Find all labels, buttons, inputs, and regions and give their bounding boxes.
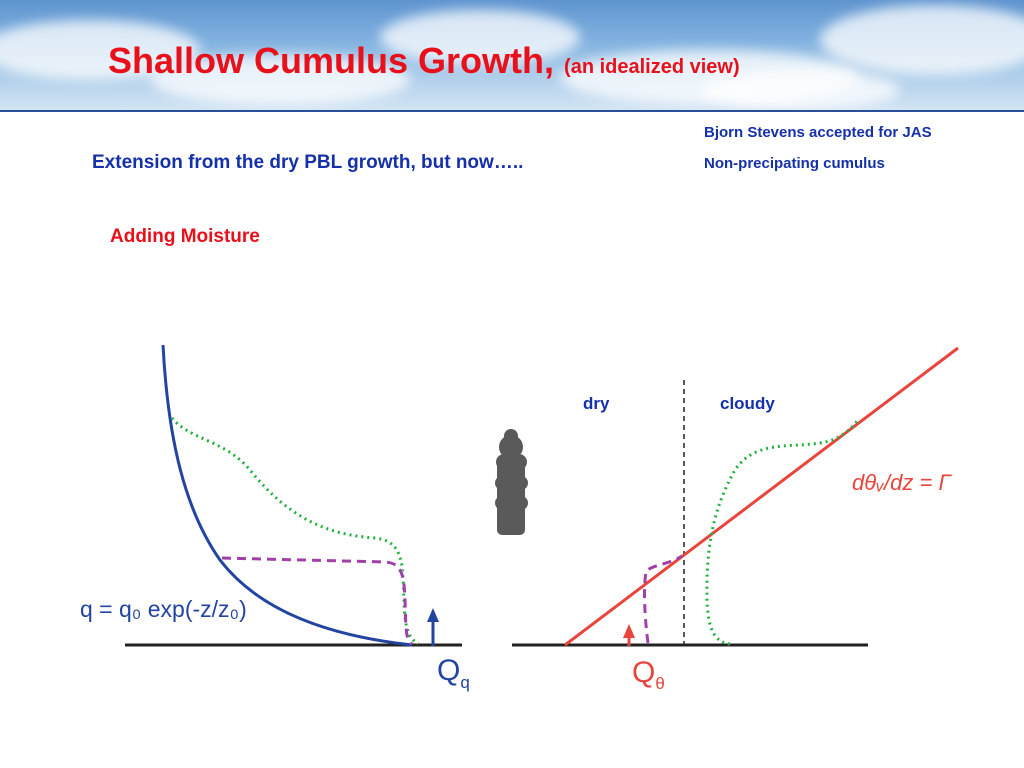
right-flux-label-sub: θ (655, 674, 664, 693)
cumulus-type-note: Non-precipating cumulus (704, 155, 885, 172)
right-flux-arrowhead (623, 624, 635, 638)
right-green-dotted-profile (705, 419, 860, 646)
moisture-equation: q = q₀ exp(-z/z₀) (80, 596, 247, 622)
left-flux-label: Qq (437, 654, 470, 692)
header-divider (0, 110, 1024, 112)
header-sky-banner (0, 0, 1024, 110)
slide-title-main: Shallow Cumulus Growth, (108, 40, 555, 81)
right-flux-label: Qθ (632, 656, 665, 693)
cumulus-cloud-icon (495, 429, 528, 535)
left-purple-dashed-profile (221, 556, 413, 646)
dry-label: dry (583, 394, 610, 413)
slide-title: Shallow Cumulus Growth, (an idealized vi… (108, 40, 740, 82)
subtitle: Extension from the dry PBL growth, but n… (92, 152, 524, 173)
right-flux-label-main: Q (632, 656, 655, 689)
lapse-rate-equation: dθᵥ/dz = Γ (852, 470, 952, 495)
lapse-rate-line (564, 346, 959, 647)
slide-title-sub: (an idealized view) (564, 56, 740, 78)
right-purple-dashed-profile (643, 554, 683, 644)
left-flux-label-sub: q (460, 673, 469, 692)
left-green-dotted-profile (170, 417, 419, 646)
reference-note: Bjorn Stevens accepted for JAS (704, 124, 932, 141)
cloudy-label: cloudy (720, 394, 775, 413)
section-label: Adding Moisture (110, 226, 260, 247)
left-flux-arrowhead (427, 608, 439, 622)
moisture-exponential-curve (161, 344, 413, 647)
left-flux-label-main: Q (437, 654, 460, 687)
